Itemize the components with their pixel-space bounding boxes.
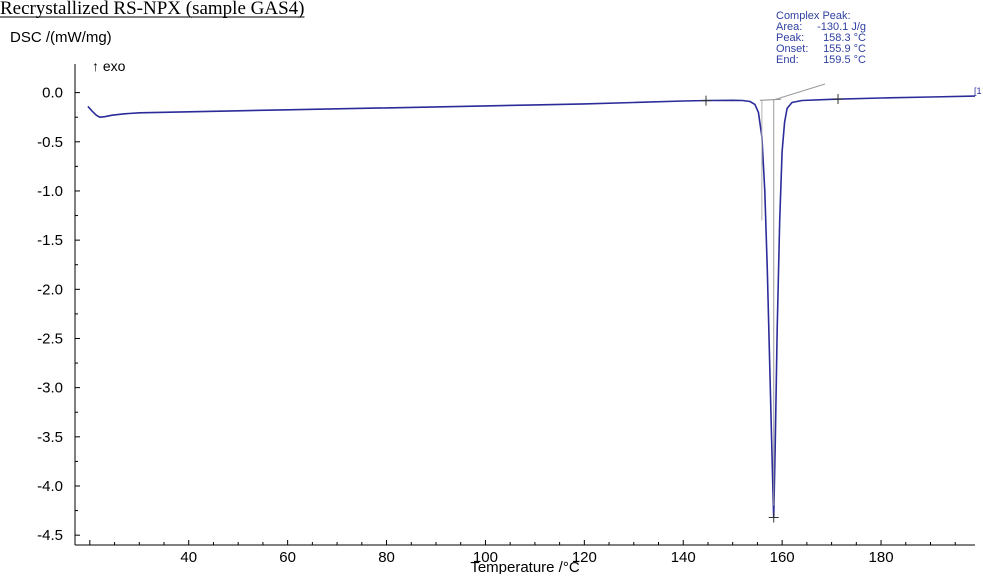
peak-annotation-value: 155.9 °C: [823, 43, 866, 55]
peak-annotation-label: Peak:: [776, 32, 804, 44]
y-axis-label: DSC /(mW/mg): [10, 29, 112, 46]
peak-baseline: [759, 98, 782, 101]
peak-annotation-value: -130.1 J/g: [817, 21, 866, 33]
axes: [74, 64, 975, 546]
curve-marker: [833, 94, 844, 105]
y-tick-label: -1.0: [37, 183, 63, 200]
annotation-leader-line: [773, 83, 826, 101]
x-tick-label: 40: [180, 549, 197, 566]
y-tick-label: -3.5: [37, 429, 63, 446]
peak-annotation-label: End:: [776, 54, 799, 66]
y-tick-label: -4.5: [37, 527, 63, 544]
y-tick-label: -3.0: [37, 380, 63, 397]
curve-marker: [768, 512, 779, 523]
curve-end-label: [1: [974, 86, 982, 96]
y-ticks: 0.0 -0.5 -1.0 -1.5 -2.0 -2.5 -3.0 -3.5 -4.0 -4.5: [37, 85, 80, 544]
y-tick-label: -2.5: [37, 330, 63, 347]
peak-annotation-value: 158.3 °C: [823, 32, 866, 44]
y-tick-label: 0.0: [42, 85, 63, 102]
x-ticks: 40 60 80 100 120 140 160 180: [89, 540, 956, 566]
x-tick-label: 80: [378, 549, 395, 566]
x-axis-label: Temperature /°C: [470, 559, 580, 574]
x-tick-label: 180: [869, 549, 894, 566]
peak-annotation-value: 159.5 °C: [823, 54, 866, 66]
page-title: Recrystallized RS-NPX (sample GAS4): [0, 0, 304, 19]
x-tick-label: 120: [572, 549, 597, 566]
y-tick-label: -1.5: [37, 232, 63, 249]
exo-direction-label: ↑ exo: [92, 58, 126, 74]
dsc-curve: [87, 95, 976, 519]
x-tick-label: 140: [671, 549, 696, 566]
page-title-group: Recrystallized RS-NPX (sample GAS4): [0, 0, 305, 19]
x-tick-label: 160: [770, 549, 795, 566]
plot-area: [1: [87, 83, 982, 523]
x-tick-label: 60: [279, 549, 296, 566]
peak-annotation-heading: Complex Peak:: [776, 10, 851, 22]
peak-annotation: Complex Peak: Area: -130.1 J/g Peak: 158.3 …: [776, 10, 866, 66]
y-tick-label: -2.0: [37, 281, 63, 298]
peak-annotation-label: Onset:: [776, 43, 808, 55]
peak-annotation-label: Area:: [776, 21, 802, 33]
y-tick-label: -4.0: [37, 478, 63, 495]
y-tick-label: -0.5: [37, 134, 63, 151]
curve-marker: [700, 95, 711, 106]
x-tick-label: 100: [473, 549, 498, 566]
